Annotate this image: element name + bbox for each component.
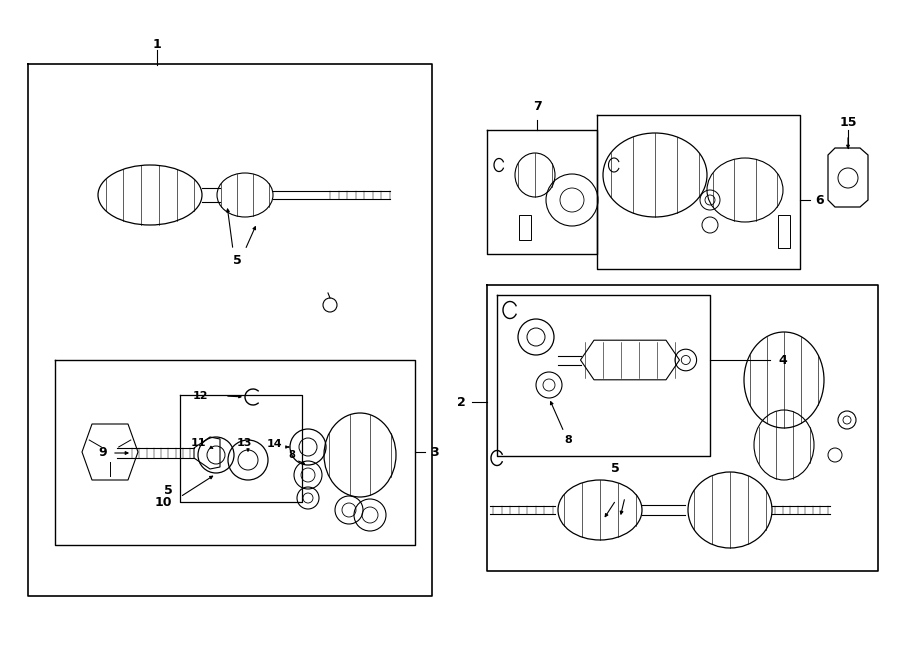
Text: 12: 12 — [193, 391, 208, 401]
Text: 5: 5 — [164, 483, 173, 496]
Text: 7: 7 — [533, 100, 542, 113]
Text: 3: 3 — [430, 446, 438, 459]
Text: 6: 6 — [815, 194, 824, 206]
Text: 2: 2 — [457, 395, 466, 408]
Text: 9: 9 — [98, 446, 107, 459]
Text: 5: 5 — [232, 254, 241, 266]
Text: 8: 8 — [289, 450, 295, 460]
Text: 13: 13 — [237, 438, 252, 448]
Text: 15: 15 — [839, 116, 857, 128]
Text: 1: 1 — [153, 38, 161, 50]
Text: 4: 4 — [778, 354, 787, 366]
Text: 10: 10 — [154, 496, 172, 508]
Text: 5: 5 — [610, 461, 619, 475]
Text: 14: 14 — [267, 439, 283, 449]
Text: 8: 8 — [564, 435, 572, 445]
Text: 11: 11 — [190, 438, 206, 448]
